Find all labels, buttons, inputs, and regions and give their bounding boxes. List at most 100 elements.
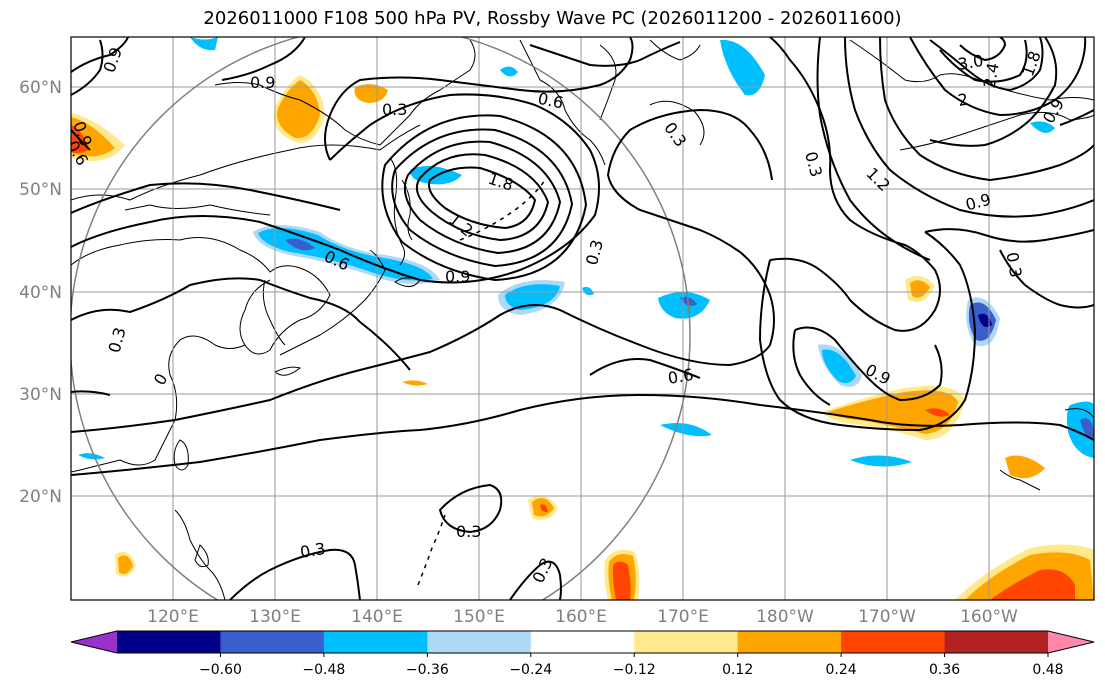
contour-label: 0.3 [299,539,327,562]
pv-contour [909,37,1087,117]
pv-contour [929,37,1058,147]
shade-blob [78,453,105,460]
coastline [899,111,1094,151]
colorbar-tick-label: −0.36 [406,662,449,678]
shade-blob [828,390,958,434]
pv-contour [929,37,1044,92]
colorbar-segment [117,631,221,653]
colorbar-segment [634,631,739,653]
shade-blob [925,408,950,417]
coastline [71,419,176,473]
colorbar-tick-label: 0.48 [1032,662,1063,678]
pv-contour [792,329,831,406]
colorbar-tick-label: −0.60 [199,662,242,678]
pv-contour [324,37,634,161]
pv-contour [221,37,306,81]
map-background [71,37,1094,600]
colorbar-segment [944,631,1049,653]
pv-contour [529,41,681,67]
coastline [849,39,1094,101]
shade-blob [720,39,765,96]
shade-blob [402,380,428,386]
coastline [519,39,541,81]
shade-blob [582,286,594,296]
latitude-labels: 60°N 50°N 40°N 30°N 20°N [19,78,62,507]
contour-label: 0.3 [382,100,407,119]
shade-blob [277,80,320,139]
contour-label: 0.6 [666,365,694,388]
pv-contour [71,277,411,371]
pv-contour [939,39,1028,83]
pv-contour [381,114,588,282]
coastline [168,335,246,421]
colorbar-segment [530,631,635,653]
pv-contour [71,390,111,396]
coastline [539,79,606,166]
pv-contour [391,128,574,268]
pv-contour [229,548,361,600]
pv-contour [404,140,562,255]
shade-blob [910,280,930,298]
colorbar-segment [427,631,532,653]
coastline [71,237,301,273]
coastline [1064,408,1094,419]
pv-contour [71,93,600,284]
coastline [599,44,617,121]
pv-contour [438,483,503,534]
colorbar-tick-label: 0.12 [722,662,753,678]
colorbar-segment [220,631,325,653]
colorbar-tick-label: −0.12 [613,662,656,678]
shade-blob [1030,121,1055,133]
pv-contour [71,37,129,73]
lon-label: 130°E [249,607,301,627]
colorbar: −0.60 −0.48 −0.36 −0.24 −0.12 0.12 0.24 0.36 0.4… [70,630,1095,678]
lon-label: 150°E [453,607,505,627]
shade-blob [850,455,912,467]
pv-contour [794,326,943,402]
pv-contour [509,560,562,600]
coastline [389,157,406,266]
focus-circle [71,37,691,600]
colorbar-tick-label: −0.24 [509,662,552,678]
lon-label: 160°W [960,607,1018,627]
coastline [194,544,209,568]
coastline [279,249,386,356]
lat-label: 30°N [19,385,62,405]
contour-label: 0.9 [445,267,470,286]
pv-contour [589,358,701,379]
pv-contour [879,37,1094,182]
colorbar-outline [70,630,1095,654]
pv-contour-dashed [459,179,546,241]
pv-contour-dashed [417,514,446,586]
pv-contour [71,39,104,96]
lon-label: 140°E [351,607,403,627]
contour-label: 0.9 [250,73,275,92]
colorbar-segment [737,631,842,653]
map-frame [70,36,1095,601]
shade-blob [1066,401,1094,458]
coastline [274,366,302,376]
shade-blob [1080,418,1094,440]
shade-blob [190,37,218,51]
coastlines [71,39,1094,600]
pv-contour [844,37,1094,218]
pv-contour [959,37,1007,62]
lon-label: 170°E [657,607,709,627]
shade-blob [285,238,315,251]
shade-blob [354,84,388,103]
contour-label: 3.0 [956,51,984,74]
lat-label: 50°N [19,180,62,200]
shade-blob [118,555,133,574]
coastline [649,100,705,146]
lat-label: 40°N [19,283,62,303]
colorbar-extend-high [1048,631,1094,653]
pv-contour [758,231,977,432]
longitude-labels: 120°E 130°E 140°E 150°E 160°E 170°E 180°… [147,607,1018,627]
contour-label: 0.6 [536,89,565,113]
shade-blob [990,569,1075,600]
coastline [124,204,271,216]
contour-label: 2.4 [980,61,1003,89]
colorbar-tick-label: −0.48 [302,662,345,678]
contour-label: 0.3 [1002,251,1025,279]
